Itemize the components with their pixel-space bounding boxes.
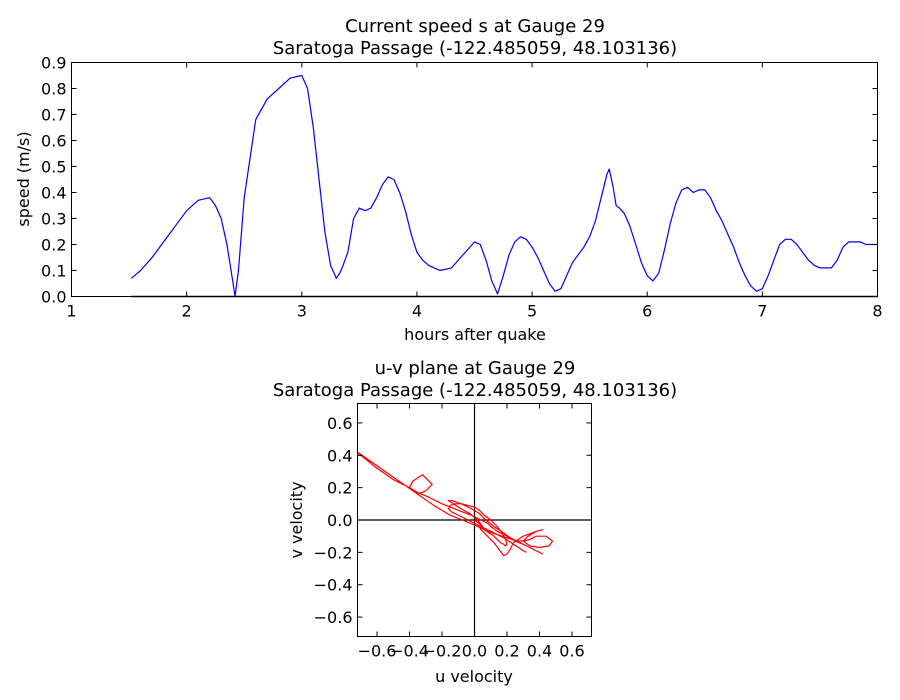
speed-y-tick-label: 0.6 — [41, 132, 66, 151]
speed-y-tick-label: 0.1 — [41, 262, 66, 281]
speed-series-line — [130, 74, 878, 298]
speed-y-ticks: 0.0 0.1 0.2 0.3 0.4 0.5 0.6 0.7 0.8 0.9 — [41, 54, 878, 307]
speed-chart-title: Current speed s at Gauge 29 — [345, 16, 605, 37]
speed-x-tick-label: 5 — [527, 302, 537, 321]
speed-plot-frame — [71, 62, 878, 297]
uv-x-tick-label: 0.0 — [462, 642, 487, 661]
speed-y-tick-label: 0.8 — [41, 80, 66, 99]
uv-chart-subtitle: Saratoga Passage (-122.485059, 48.103136… — [273, 380, 677, 401]
uv-x-tick-label: −0.4 — [390, 642, 429, 661]
uv-chart: u-v plane at Gauge 29 Saratoga Passage (… — [273, 358, 677, 686]
speed-x-tick-label: 1 — [66, 302, 76, 321]
speed-y-tick-label: 0.9 — [41, 54, 66, 73]
uv-y-ticks: −0.6 −0.4 −0.2 0.0 0.2 0.4 0.6 — [314, 414, 592, 627]
uv-y-tick-label: 0.6 — [327, 414, 352, 433]
uv-plot-area — [356, 403, 592, 637]
uv-x-tick-label: 0.6 — [559, 642, 584, 661]
uv-y-axis-label: v velocity — [287, 481, 306, 558]
speed-chart-subtitle: Saratoga Passage (-122.485059, 48.103136… — [273, 38, 677, 59]
uv-y-tick-label: −0.2 — [314, 543, 353, 562]
speed-x-axis-label: hours after quake — [404, 325, 546, 344]
uv-x-ticks: −0.6−0.4−0.2 0.0 0.2 0.4 0.6 — [358, 403, 585, 661]
uv-y-tick-label: 0.4 — [327, 446, 352, 465]
speed-y-tick-label: 0.7 — [41, 106, 66, 125]
uv-trajectory-line — [356, 451, 554, 557]
speed-x-tick-label: 4 — [412, 302, 422, 321]
speed-x-tick-label: 2 — [182, 302, 192, 321]
uv-y-tick-label: −0.4 — [314, 576, 353, 595]
speed-chart: Current speed s at Gauge 29 Saratoga Pas… — [14, 16, 883, 344]
speed-y-axis-label: speed (m/s) — [14, 131, 33, 226]
speed-x-tick-label: 7 — [757, 302, 767, 321]
uv-x-axis-label: u velocity — [435, 667, 513, 686]
uv-x-tick-label: 0.2 — [494, 642, 519, 661]
uv-y-tick-label: 0.2 — [327, 479, 352, 498]
speed-y-tick-label: 0.0 — [41, 288, 66, 307]
uv-x-tick-label: −0.2 — [423, 642, 462, 661]
uv-x-tick-label: −0.6 — [358, 642, 397, 661]
speed-x-tick-label: 3 — [297, 302, 307, 321]
uv-y-tick-label: −0.6 — [314, 608, 353, 627]
uv-y-tick-label: 0.0 — [327, 511, 352, 530]
uv-x-tick-label: 0.4 — [527, 642, 552, 661]
speed-y-tick-label: 0.5 — [41, 158, 66, 177]
speed-y-tick-label: 0.4 — [41, 184, 66, 203]
speed-y-tick-label: 0.2 — [41, 236, 66, 255]
speed-x-ticks: 1 2 3 4 5 6 7 8 — [66, 62, 883, 321]
speed-x-tick-label: 8 — [872, 302, 882, 321]
speed-y-tick-label: 0.3 — [41, 210, 66, 229]
uv-chart-title: u-v plane at Gauge 29 — [375, 358, 576, 379]
speed-x-tick-label: 6 — [642, 302, 652, 321]
